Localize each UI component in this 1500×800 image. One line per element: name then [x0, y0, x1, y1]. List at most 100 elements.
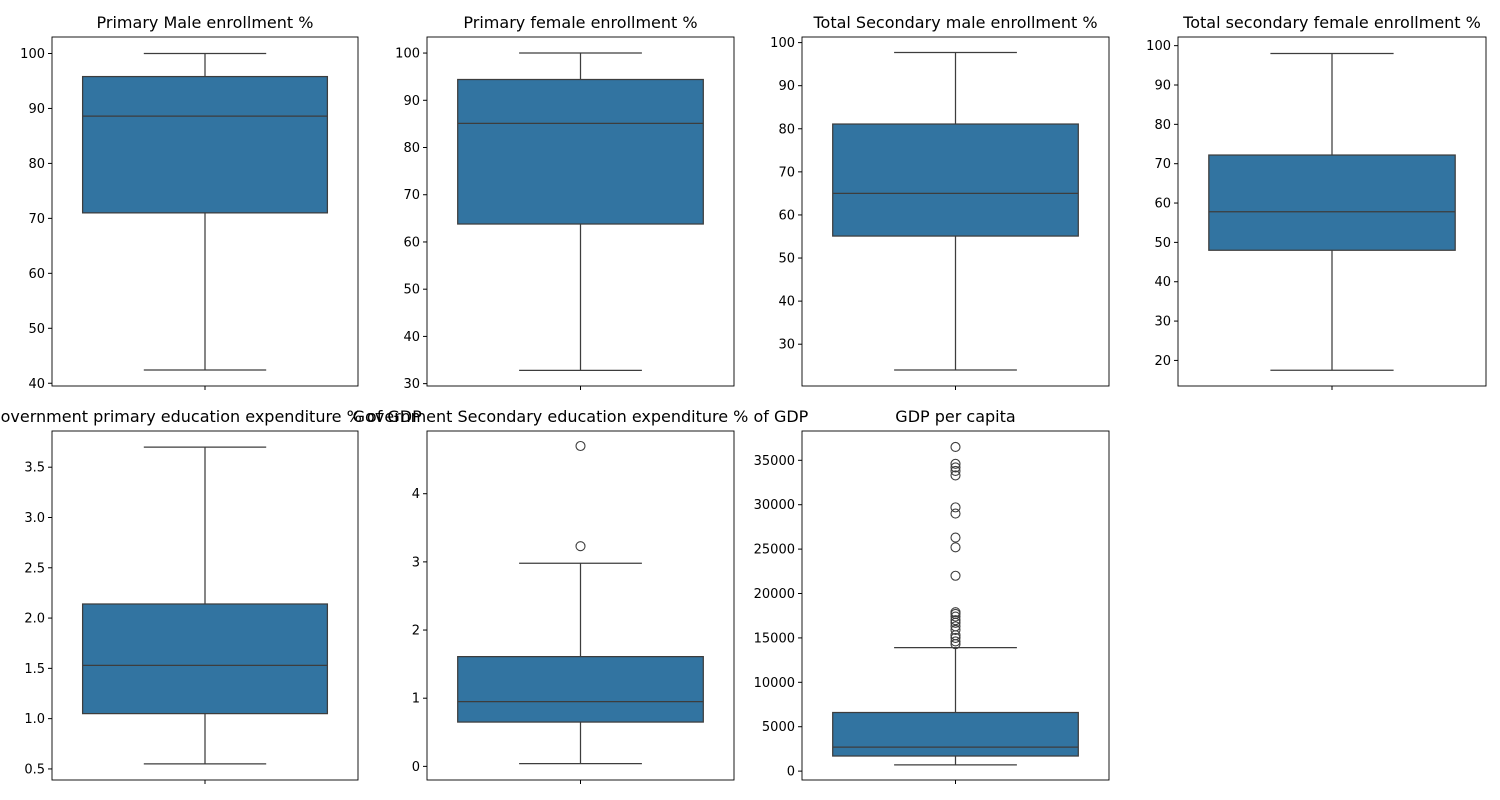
axes-frame [426, 36, 735, 387]
y-tick-label: 2 [412, 624, 420, 639]
chart-panel-5: Government primary education expenditure… [0, 407, 422, 784]
y-tick-label: 100 [20, 47, 45, 62]
chart-panel-2: Primary female enrollment % 30 40 50 60 70 80 9… [395, 13, 735, 392]
y-tick-label: 90 [403, 94, 420, 109]
iqr-box [81, 603, 329, 715]
iqr-box [1208, 154, 1456, 251]
y-tick-label: 30000 [754, 498, 795, 513]
y-tick-label: 80 [1154, 118, 1171, 133]
y-tick-label: 80 [778, 122, 795, 137]
axes-frame [51, 36, 359, 387]
outlier-point [950, 532, 961, 543]
chart-panel-4: Total secondary female enrollment % 20 30 4… [1146, 13, 1487, 390]
chart-title: Primary female enrollment % [463, 13, 697, 32]
y-tick-label: 4 [412, 487, 420, 502]
outlier-point [950, 462, 961, 473]
y-tick-label: 100 [395, 47, 420, 62]
y-tick-label: 40 [1154, 275, 1171, 290]
chart-title: Government Secondary education expenditu… [353, 407, 809, 426]
y-tick-label: 3.0 [24, 511, 45, 526]
y-tick-label: 50 [1154, 236, 1171, 251]
y-tick-label: 50 [778, 252, 795, 267]
y-tick-label: 40 [778, 295, 795, 310]
y-tick-label: 80 [28, 157, 45, 172]
y-tick-label: 0 [412, 760, 420, 775]
y-tick-label: 90 [28, 102, 45, 117]
y-tick-label: 60 [403, 235, 420, 250]
y-tick-label: 70 [28, 212, 45, 227]
y-tick-label: 3.5 [24, 461, 45, 476]
y-tick-label: 20 [1154, 354, 1171, 369]
outlier-point [950, 508, 961, 519]
y-tick-label: 100 [1146, 39, 1171, 54]
y-tick-label: 1 [412, 692, 420, 707]
iqr-box [457, 655, 704, 723]
outlier-point [950, 441, 961, 453]
outlier-point [950, 621, 961, 632]
y-tick-label: 20000 [754, 587, 795, 602]
outlier-point [950, 632, 961, 643]
outlier-point [950, 607, 961, 618]
y-tick-label: 5000 [762, 720, 795, 735]
outlier-point [575, 440, 586, 452]
y-tick-label: 70 [403, 188, 420, 203]
chart-panel-6: Government Secondary education expenditu… [353, 407, 809, 784]
y-tick-label: 25000 [754, 543, 795, 558]
y-tick-label: 70 [1154, 157, 1171, 172]
y-tick-label: 70 [778, 165, 795, 180]
y-tick-label: 60 [778, 208, 795, 223]
outlier-point [950, 542, 961, 553]
chart-title: GDP per capita [895, 407, 1015, 426]
outlier-point [950, 458, 961, 469]
axes-frame [51, 430, 359, 781]
y-tick-label: 30 [1154, 315, 1171, 330]
y-tick-label: 35000 [754, 454, 795, 469]
axes-frame [1177, 36, 1487, 387]
y-tick-label: 1.5 [24, 662, 45, 677]
outlier-point [950, 570, 961, 581]
iqr-box [457, 78, 704, 225]
iqr-box [832, 711, 1079, 757]
chart-panel-1: Primary Male enrollment % 40 50 60 70 80 90 100 [20, 13, 359, 392]
chart-panel-7: GDP per capita 0 5000 10000 15000 20000 25000 3… [754, 407, 1110, 784]
outlier-point [950, 502, 961, 513]
y-tick-label: 30 [778, 338, 795, 353]
y-tick-label: 2.0 [24, 612, 45, 627]
outlier-point [950, 465, 961, 477]
y-tick-label: 60 [28, 267, 45, 282]
outlier-point [950, 624, 961, 635]
chart-panel-3: Total Secondary male enrollment % 30 40 50 6… [770, 13, 1110, 390]
chart-title: Total secondary female enrollment % [1182, 13, 1481, 32]
y-tick-label: 50 [403, 283, 420, 298]
chart-title: Government primary education expenditure… [0, 407, 422, 426]
y-tick-label: 40 [28, 377, 45, 392]
y-tick-label: 100 [770, 36, 795, 51]
y-tick-label: 80 [403, 141, 420, 156]
y-tick-label: 3 [412, 555, 420, 570]
outlier-point [950, 470, 961, 481]
outlier-point [950, 636, 961, 647]
y-tick-label: 90 [778, 79, 795, 94]
chart-title: Primary Male enrollment % [97, 13, 314, 32]
outlier-point [950, 611, 961, 622]
chart-title: Total Secondary male enrollment % [812, 13, 1097, 32]
y-tick-label: 15000 [754, 631, 795, 646]
y-tick-label: 30 [403, 377, 420, 392]
iqr-box [832, 123, 1079, 237]
axes-frame [426, 430, 735, 781]
outlier-point [575, 541, 586, 552]
y-tick-label: 40 [403, 330, 420, 345]
outlier-point [950, 615, 961, 626]
y-tick-label: 60 [1154, 197, 1171, 212]
y-tick-label: 1.0 [24, 712, 45, 727]
y-tick-label: 50 [28, 322, 45, 337]
y-tick-label: 10000 [754, 676, 795, 691]
y-tick-label: 90 [1154, 79, 1171, 94]
axes-frame [801, 430, 1110, 781]
y-tick-label: 0.5 [24, 762, 45, 777]
iqr-box [81, 75, 329, 214]
axes-frame [801, 36, 1110, 387]
y-tick-label: 2.5 [24, 561, 45, 576]
y-tick-label: 0 [787, 765, 795, 780]
